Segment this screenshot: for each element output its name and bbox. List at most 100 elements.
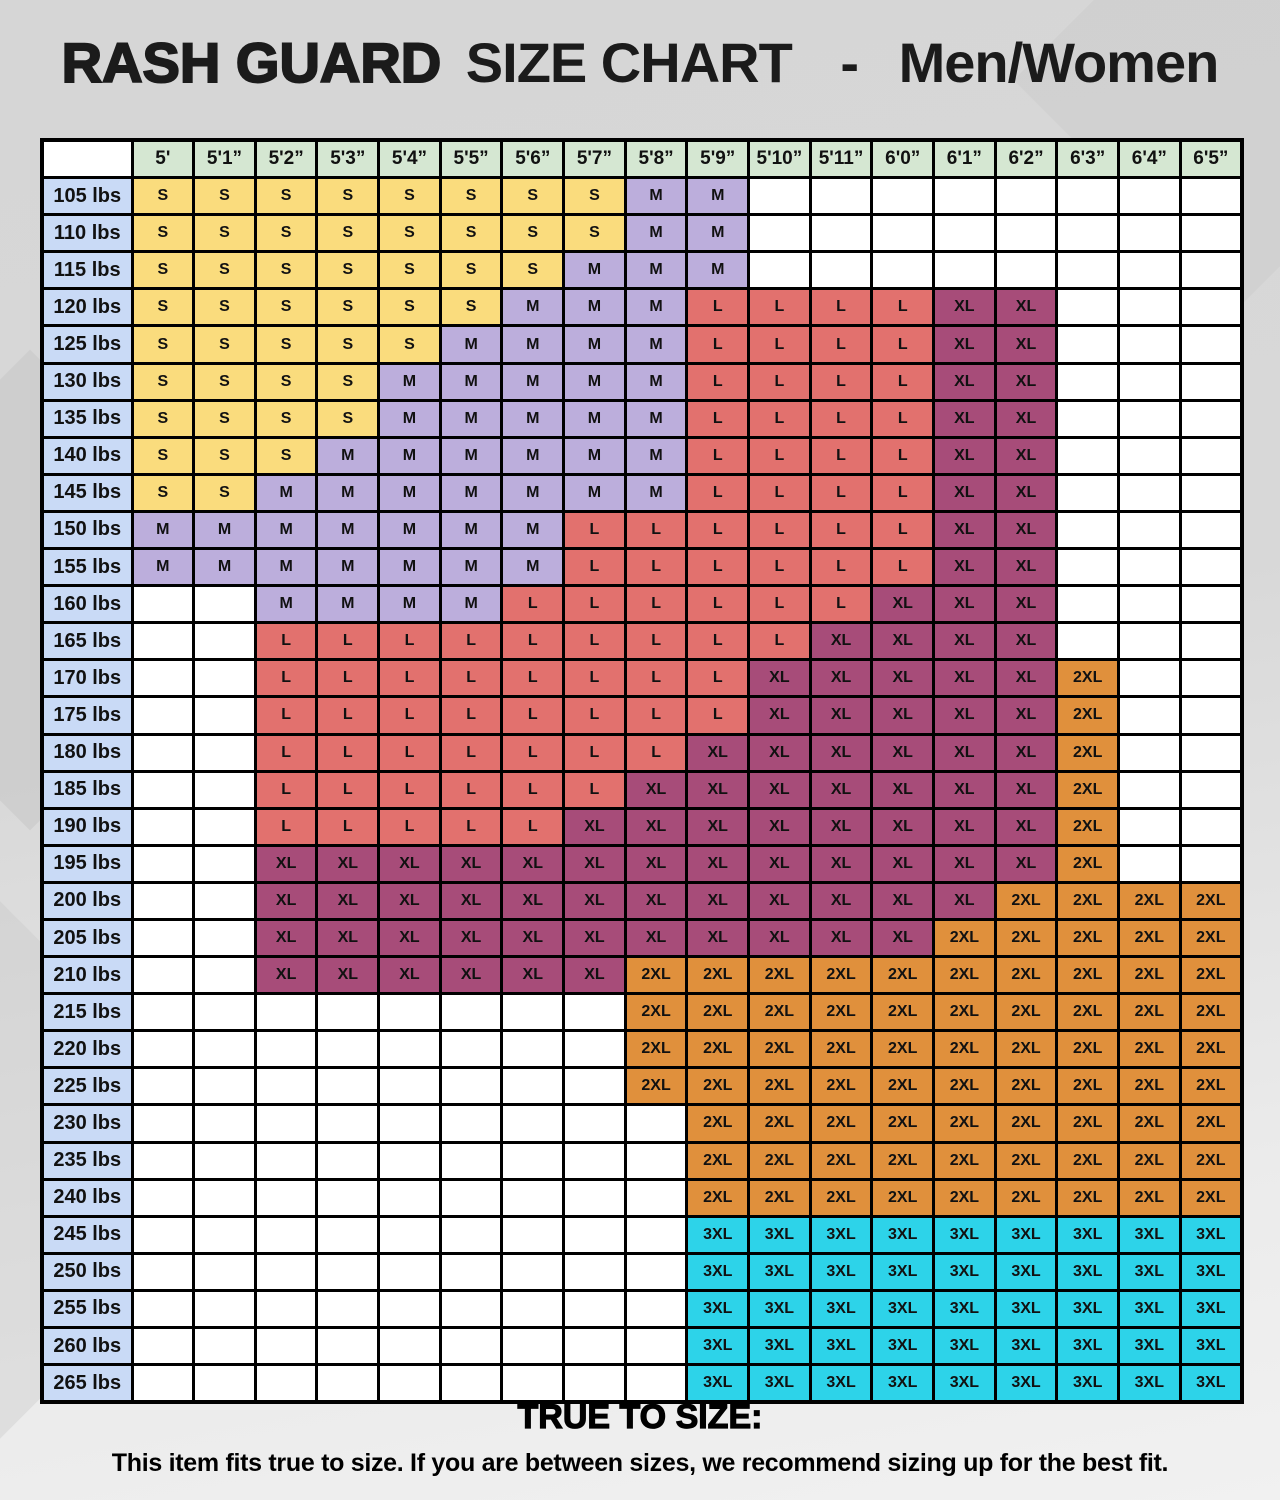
size-cell-2xl: 2XL <box>685 1140 751 1181</box>
size-cell-xl: XL <box>932 361 997 402</box>
size-cell-m: M <box>377 361 442 402</box>
empty-cell <box>1055 287 1120 328</box>
size-cell-2xl: 2XL <box>1055 955 1120 996</box>
size-cell-xl: XL <box>932 472 997 513</box>
size-cell-xl: XL <box>808 695 874 736</box>
size-cell-2xl: 2XL <box>932 1177 997 1218</box>
empty-cell <box>192 1066 257 1107</box>
size-cell-2xl: 2XL <box>685 955 751 996</box>
size-cell-xl: XL <box>932 287 997 328</box>
size-cell-s: S <box>192 287 257 328</box>
size-cell-3xl: 3XL <box>993 1325 1059 1367</box>
size-cell-xl: XL <box>932 695 997 736</box>
size-cell-m: M <box>500 547 566 588</box>
size-cell-xl: XL <box>870 769 936 810</box>
size-cell-l: L <box>685 398 751 439</box>
size-cell-2xl: 2XL <box>1055 1066 1120 1107</box>
size-cell-s: S <box>192 435 257 476</box>
size-chart-table: 5' 5'1” 5'2” 5'3” 5'4” 5'5” 5'6” 5'7” 5'8” 5'9” 5'… <box>40 138 1244 1405</box>
empty-cell <box>1117 658 1182 699</box>
size-cell-s: S <box>377 287 442 328</box>
size-cell-m: M <box>253 509 319 551</box>
size-cell-xl: XL <box>993 472 1059 513</box>
size-cell-2xl: 2XL <box>1055 917 1120 959</box>
size-cell-s: S <box>253 361 319 402</box>
chart-footer: TRUE TO SIZE: This item fits true to siz… <box>0 1397 1280 1478</box>
size-cell-l: L <box>808 584 874 625</box>
empty-cell <box>623 1288 689 1330</box>
empty-cell <box>315 1214 381 1255</box>
empty-cell <box>808 213 874 254</box>
empty-cell <box>562 1066 627 1107</box>
title-product: RASH GUARD <box>61 30 443 95</box>
size-cell-xl: XL <box>685 769 751 810</box>
empty-cell <box>130 1325 196 1367</box>
weight-row-header: 250 lbs <box>40 1251 134 1292</box>
empty-cell <box>1117 398 1182 439</box>
size-cell-xl: XL <box>315 843 381 884</box>
size-cell-2xl: 2XL <box>623 1066 689 1107</box>
weight-row-header: 255 lbs <box>40 1288 134 1330</box>
table-row: 115 lbs S S S S S S S M M M <box>40 250 1244 291</box>
size-cell-3xl: 3XL <box>870 1288 936 1330</box>
size-cell-m: M <box>438 547 504 588</box>
empty-cell <box>932 250 997 291</box>
size-cell-xl: XL <box>623 843 689 884</box>
size-cell-2xl: 2XL <box>932 1103 997 1144</box>
size-cell-3xl: 3XL <box>685 1363 751 1404</box>
empty-cell <box>130 732 196 773</box>
size-cell-m: M <box>315 509 381 551</box>
table-row: 125 lbs S S S S S M M M M L L L L XL XL <box>40 324 1244 365</box>
empty-cell <box>623 1214 689 1255</box>
empty-cell <box>192 1214 257 1255</box>
size-cell-l: L <box>808 287 874 328</box>
size-cell-xl: XL <box>808 843 874 884</box>
empty-cell <box>130 1177 196 1218</box>
weight-row-header: 130 lbs <box>40 361 134 402</box>
empty-cell <box>1055 584 1120 625</box>
size-cell-xl: XL <box>685 806 751 847</box>
empty-cell <box>1178 806 1244 847</box>
size-cell-2xl: 2XL <box>747 992 812 1033</box>
empty-cell <box>1055 324 1120 365</box>
size-cell-3xl: 3XL <box>747 1214 812 1255</box>
size-cell-xl: XL <box>623 806 689 847</box>
empty-cell <box>377 1288 442 1330</box>
size-cell-2xl: 2XL <box>1055 658 1120 699</box>
size-cell-l: L <box>315 806 381 847</box>
size-cell-s: S <box>130 176 196 217</box>
empty-cell <box>747 213 812 254</box>
empty-cell <box>1178 732 1244 773</box>
empty-cell <box>1178 584 1244 625</box>
height-column-header: 5'7” <box>562 138 627 180</box>
empty-cell <box>253 1363 319 1404</box>
size-cell-2xl: 2XL <box>870 1066 936 1107</box>
size-cell-xl: XL <box>253 880 319 921</box>
size-chart-table-wrap: 5' 5'1” 5'2” 5'3” 5'4” 5'5” 5'6” 5'7” 5'8” 5'9” 5'… <box>40 138 1244 1405</box>
size-cell-s: S <box>253 213 319 254</box>
size-cell-xl: XL <box>747 769 812 810</box>
size-cell-3xl: 3XL <box>1178 1363 1244 1404</box>
table-row: 110 lbs S S S S S S S S M M <box>40 213 1244 254</box>
size-cell-s: S <box>253 250 319 291</box>
size-cell-l: L <box>623 658 689 699</box>
size-cell-2xl: 2XL <box>623 1029 689 1070</box>
weight-row-header: 160 lbs <box>40 584 134 625</box>
size-cell-m: M <box>500 472 566 513</box>
height-column-header: 5'3” <box>315 138 381 180</box>
size-cell-xl: XL <box>993 806 1059 847</box>
size-cell-l: L <box>747 547 812 588</box>
size-cell-m: M <box>315 584 381 625</box>
empty-cell <box>315 1140 381 1181</box>
size-cell-l: L <box>253 769 319 810</box>
size-cell-2xl: 2XL <box>747 1066 812 1107</box>
table-row: 120 lbs S S S S S S M M M L L L L XL XL <box>40 287 1244 328</box>
empty-cell <box>253 1177 319 1218</box>
size-cell-2xl: 2XL <box>1117 1140 1182 1181</box>
size-cell-xl: XL <box>808 621 874 662</box>
size-cell-s: S <box>500 213 566 254</box>
size-cell-2xl: 2XL <box>932 917 997 959</box>
size-cell-m: M <box>438 584 504 625</box>
weight-row-header: 155 lbs <box>40 547 134 588</box>
empty-cell <box>130 621 196 662</box>
